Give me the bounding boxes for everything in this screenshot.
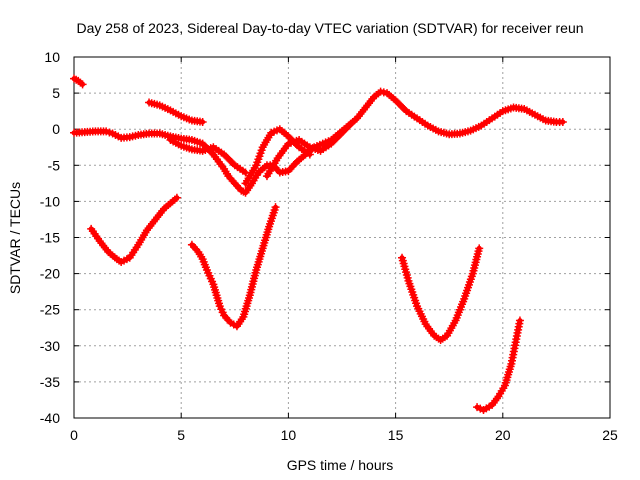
y-tick-label: -5 <box>48 157 61 173</box>
data-point <box>475 244 484 253</box>
series-arc-f <box>262 117 357 181</box>
data-point <box>271 203 280 212</box>
x-tick-label: 25 <box>602 427 618 443</box>
data-point <box>198 117 207 126</box>
y-tick-label: -20 <box>40 266 60 282</box>
y-tick-label: -30 <box>40 338 60 354</box>
x-axis-ticks: 0 5 10 15 20 25 <box>70 57 618 443</box>
x-tick-label: 20 <box>495 427 511 443</box>
data-point <box>348 117 357 126</box>
y-tick-label: -35 <box>40 374 60 390</box>
data-point <box>305 150 314 159</box>
data-point <box>558 117 567 126</box>
x-axis-label: GPS time / hours <box>287 457 394 473</box>
chart-title: Day 258 of 2023, Sidereal Day-to-day VTE… <box>76 20 583 36</box>
grid-lines <box>74 57 610 418</box>
series-arc-a <box>70 74 87 89</box>
x-tick-label: 10 <box>281 427 297 443</box>
data-point <box>172 193 181 202</box>
y-tick-label: -15 <box>40 230 60 246</box>
series-arc-d <box>166 136 250 177</box>
y-tick-label: -25 <box>40 302 60 318</box>
series-band <box>71 89 566 196</box>
x-tick-label: 0 <box>70 427 78 443</box>
x-tick-label: 15 <box>388 427 404 443</box>
y-tick-label: -40 <box>40 410 60 426</box>
series-arc-e <box>241 125 314 188</box>
y-axis-ticks: -40 -35 -30 -25 -20 -15 -10 -5 0 5 10 <box>40 49 610 426</box>
data-marks <box>70 74 567 415</box>
data-point <box>515 316 524 325</box>
y-tick-label: 10 <box>44 49 60 65</box>
y-tick-label: 0 <box>52 121 60 137</box>
y-tick-label: -10 <box>40 193 60 209</box>
series-arc-i <box>398 244 484 345</box>
y-axis-label: SDTVAR / TECUs <box>7 182 23 294</box>
series-arc-j <box>473 316 524 415</box>
data-point <box>78 80 87 89</box>
series-arc-g <box>87 193 181 267</box>
series-arc-b <box>70 87 567 197</box>
series-arc-c <box>145 98 207 126</box>
y-tick-label: 5 <box>52 85 60 101</box>
series-arc-h <box>187 203 280 331</box>
x-tick-label: 5 <box>177 427 185 443</box>
